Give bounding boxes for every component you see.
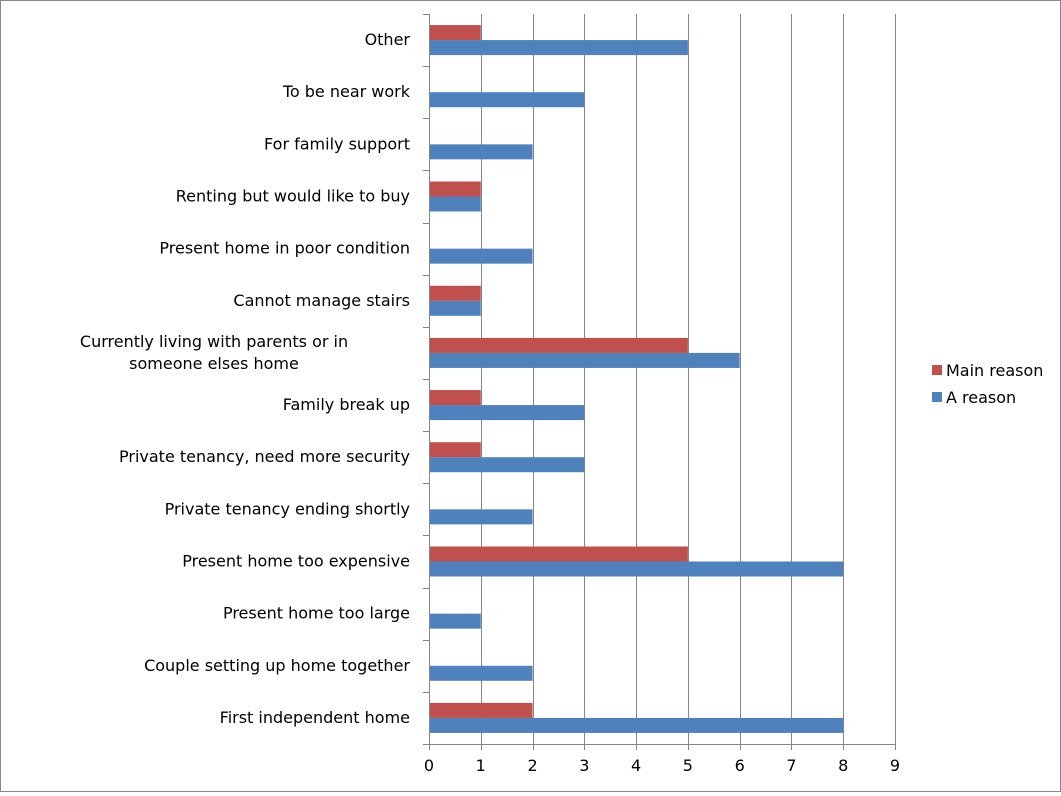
bar-a-reason xyxy=(430,144,533,160)
x-tick-label: 4 xyxy=(631,756,641,775)
bar-a-reason xyxy=(430,352,740,368)
x-tick-label: 8 xyxy=(838,756,848,775)
legend-swatch xyxy=(932,392,942,402)
bar-main-reason xyxy=(430,285,481,301)
bar-a-reason xyxy=(430,561,844,577)
category-label: Private tenancy ending shortly xyxy=(165,499,410,518)
category-label: Present home too large xyxy=(223,604,410,623)
bar-a-reason xyxy=(430,613,481,629)
bar-main-reason xyxy=(430,25,481,41)
bar-a-reason xyxy=(430,665,533,681)
bar-a-reason xyxy=(430,509,533,525)
bar-main-reason xyxy=(430,181,481,197)
legend: Main reason A reason xyxy=(932,361,1043,407)
category-label: Family break up xyxy=(283,395,410,414)
bar-main-reason xyxy=(430,702,533,718)
x-tick-label: 5 xyxy=(683,756,693,775)
legend-label: Main reason xyxy=(946,361,1043,380)
bar-a-reason xyxy=(430,457,585,473)
x-tick-label: 7 xyxy=(786,756,796,775)
x-tick-label: 0 xyxy=(424,756,434,775)
category-labels: First independent home Couple setting up … xyxy=(80,30,411,727)
grid-lines xyxy=(481,14,896,744)
category-label: Private tenancy, need more security xyxy=(119,447,410,466)
category-label: To be near work xyxy=(282,82,411,101)
bar-main-reason xyxy=(430,337,688,353)
bar-a-reason xyxy=(430,717,844,733)
bar-a-reason xyxy=(430,405,585,421)
bar-a-reason xyxy=(430,248,533,264)
x-tick-label: 6 xyxy=(735,756,745,775)
x-tick-label: 2 xyxy=(527,756,537,775)
category-label: For family support xyxy=(264,134,410,153)
category-label: First independent home xyxy=(220,708,410,727)
bar-main-reason xyxy=(430,546,688,562)
legend-label: A reason xyxy=(946,388,1016,407)
bar-main-reason xyxy=(430,442,481,458)
bar-main-reason xyxy=(430,390,481,406)
category-label: Currently living with parents or in someo… xyxy=(80,332,348,373)
bars xyxy=(430,25,844,733)
category-label: Present home in poor condition xyxy=(159,239,410,258)
category-label: Present home too expensive xyxy=(182,552,410,571)
x-tick-label: 3 xyxy=(579,756,589,775)
category-label: Other xyxy=(365,30,411,49)
legend-swatch xyxy=(932,365,942,375)
category-label: Renting but would like to buy xyxy=(176,187,410,206)
axes: 0 1 2 3 4 5 6 7 8 9 xyxy=(423,14,900,775)
x-tick-label: 1 xyxy=(476,756,486,775)
bar-a-reason xyxy=(430,40,688,56)
x-tick-label: 9 xyxy=(890,756,900,775)
bar-a-reason xyxy=(430,300,481,316)
category-label: Cannot manage stairs xyxy=(233,291,410,310)
bar-a-reason xyxy=(430,92,585,108)
bar-a-reason xyxy=(430,196,481,212)
category-label: Couple setting up home together xyxy=(144,656,410,675)
